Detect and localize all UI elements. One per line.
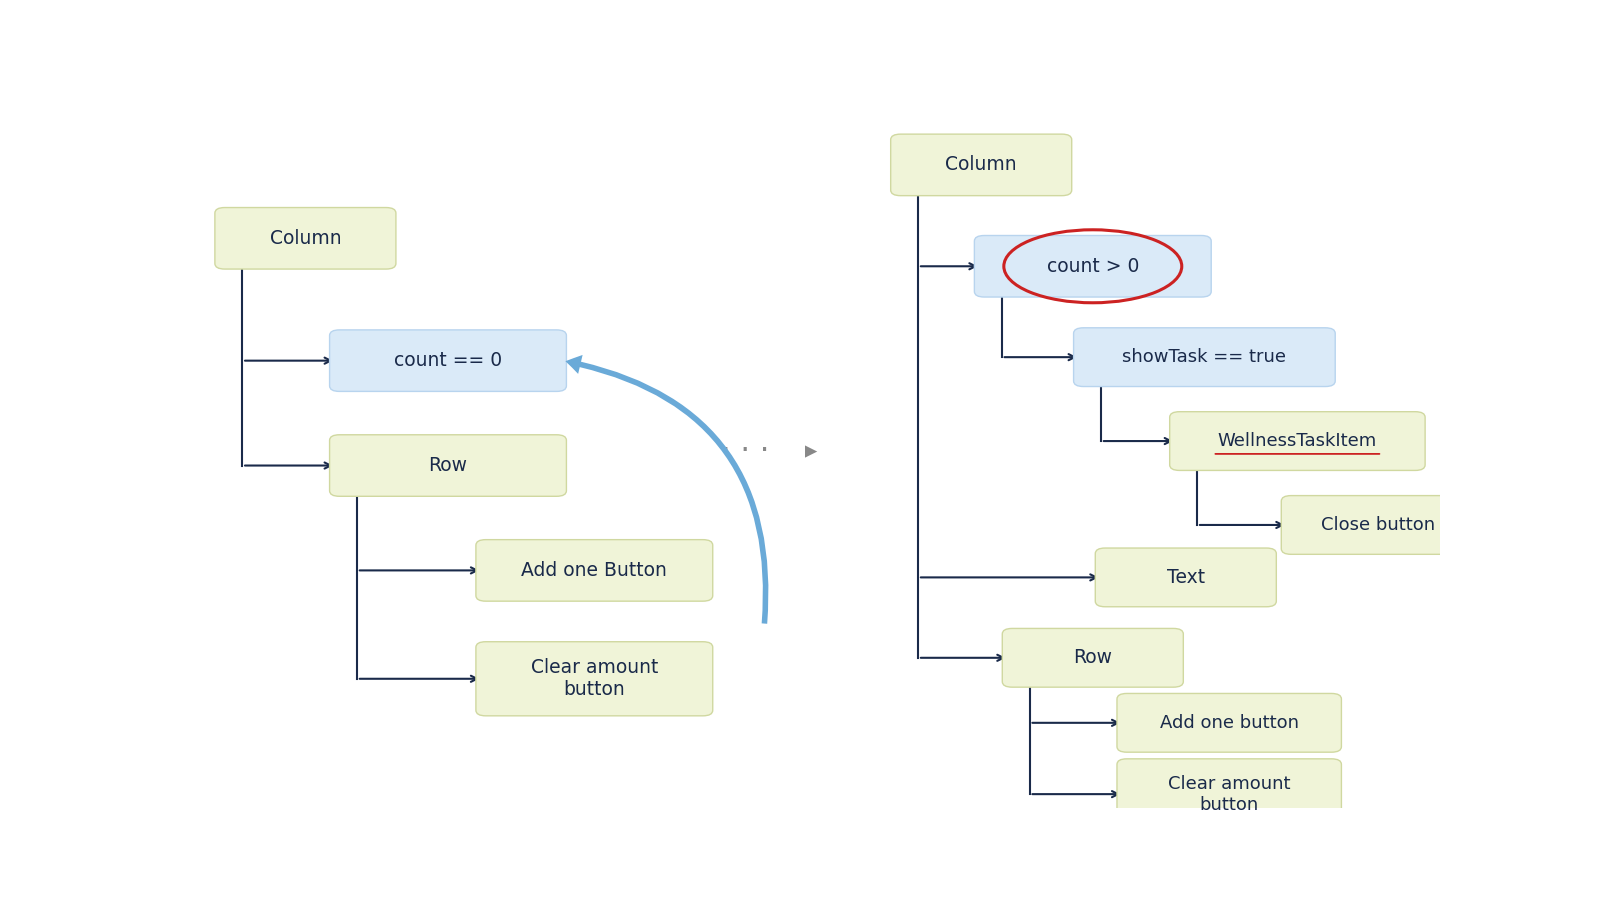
Text: Text: Text [1166, 568, 1205, 587]
FancyBboxPatch shape [1117, 694, 1341, 752]
FancyBboxPatch shape [1096, 548, 1277, 607]
Text: Column: Column [269, 229, 341, 248]
FancyBboxPatch shape [475, 642, 712, 716]
FancyArrowPatch shape [565, 355, 768, 624]
FancyBboxPatch shape [214, 208, 395, 269]
FancyBboxPatch shape [974, 235, 1211, 297]
Text: WellnessTaskItem: WellnessTaskItem [1218, 432, 1378, 450]
Text: · · ·: · · · [722, 437, 770, 466]
Text: Column: Column [946, 155, 1018, 174]
FancyBboxPatch shape [1117, 759, 1341, 829]
FancyBboxPatch shape [330, 330, 566, 391]
Text: Clear amount
button: Clear amount button [531, 658, 658, 699]
Text: showTask == true: showTask == true [1123, 348, 1286, 366]
FancyBboxPatch shape [475, 539, 712, 601]
FancyBboxPatch shape [1282, 496, 1475, 554]
Text: Row: Row [1074, 648, 1112, 667]
Text: Add one button: Add one button [1160, 714, 1299, 732]
FancyBboxPatch shape [330, 435, 566, 497]
FancyBboxPatch shape [1074, 328, 1336, 387]
Text: Close button: Close button [1322, 516, 1435, 534]
Text: Add one Button: Add one Button [522, 561, 667, 580]
FancyBboxPatch shape [1002, 628, 1184, 687]
FancyBboxPatch shape [1170, 411, 1426, 470]
Text: count == 0: count == 0 [394, 351, 502, 370]
FancyBboxPatch shape [891, 134, 1072, 195]
Text: Clear amount
button: Clear amount button [1168, 775, 1291, 814]
Text: count > 0: count > 0 [1046, 257, 1139, 276]
Text: Row: Row [429, 456, 467, 475]
